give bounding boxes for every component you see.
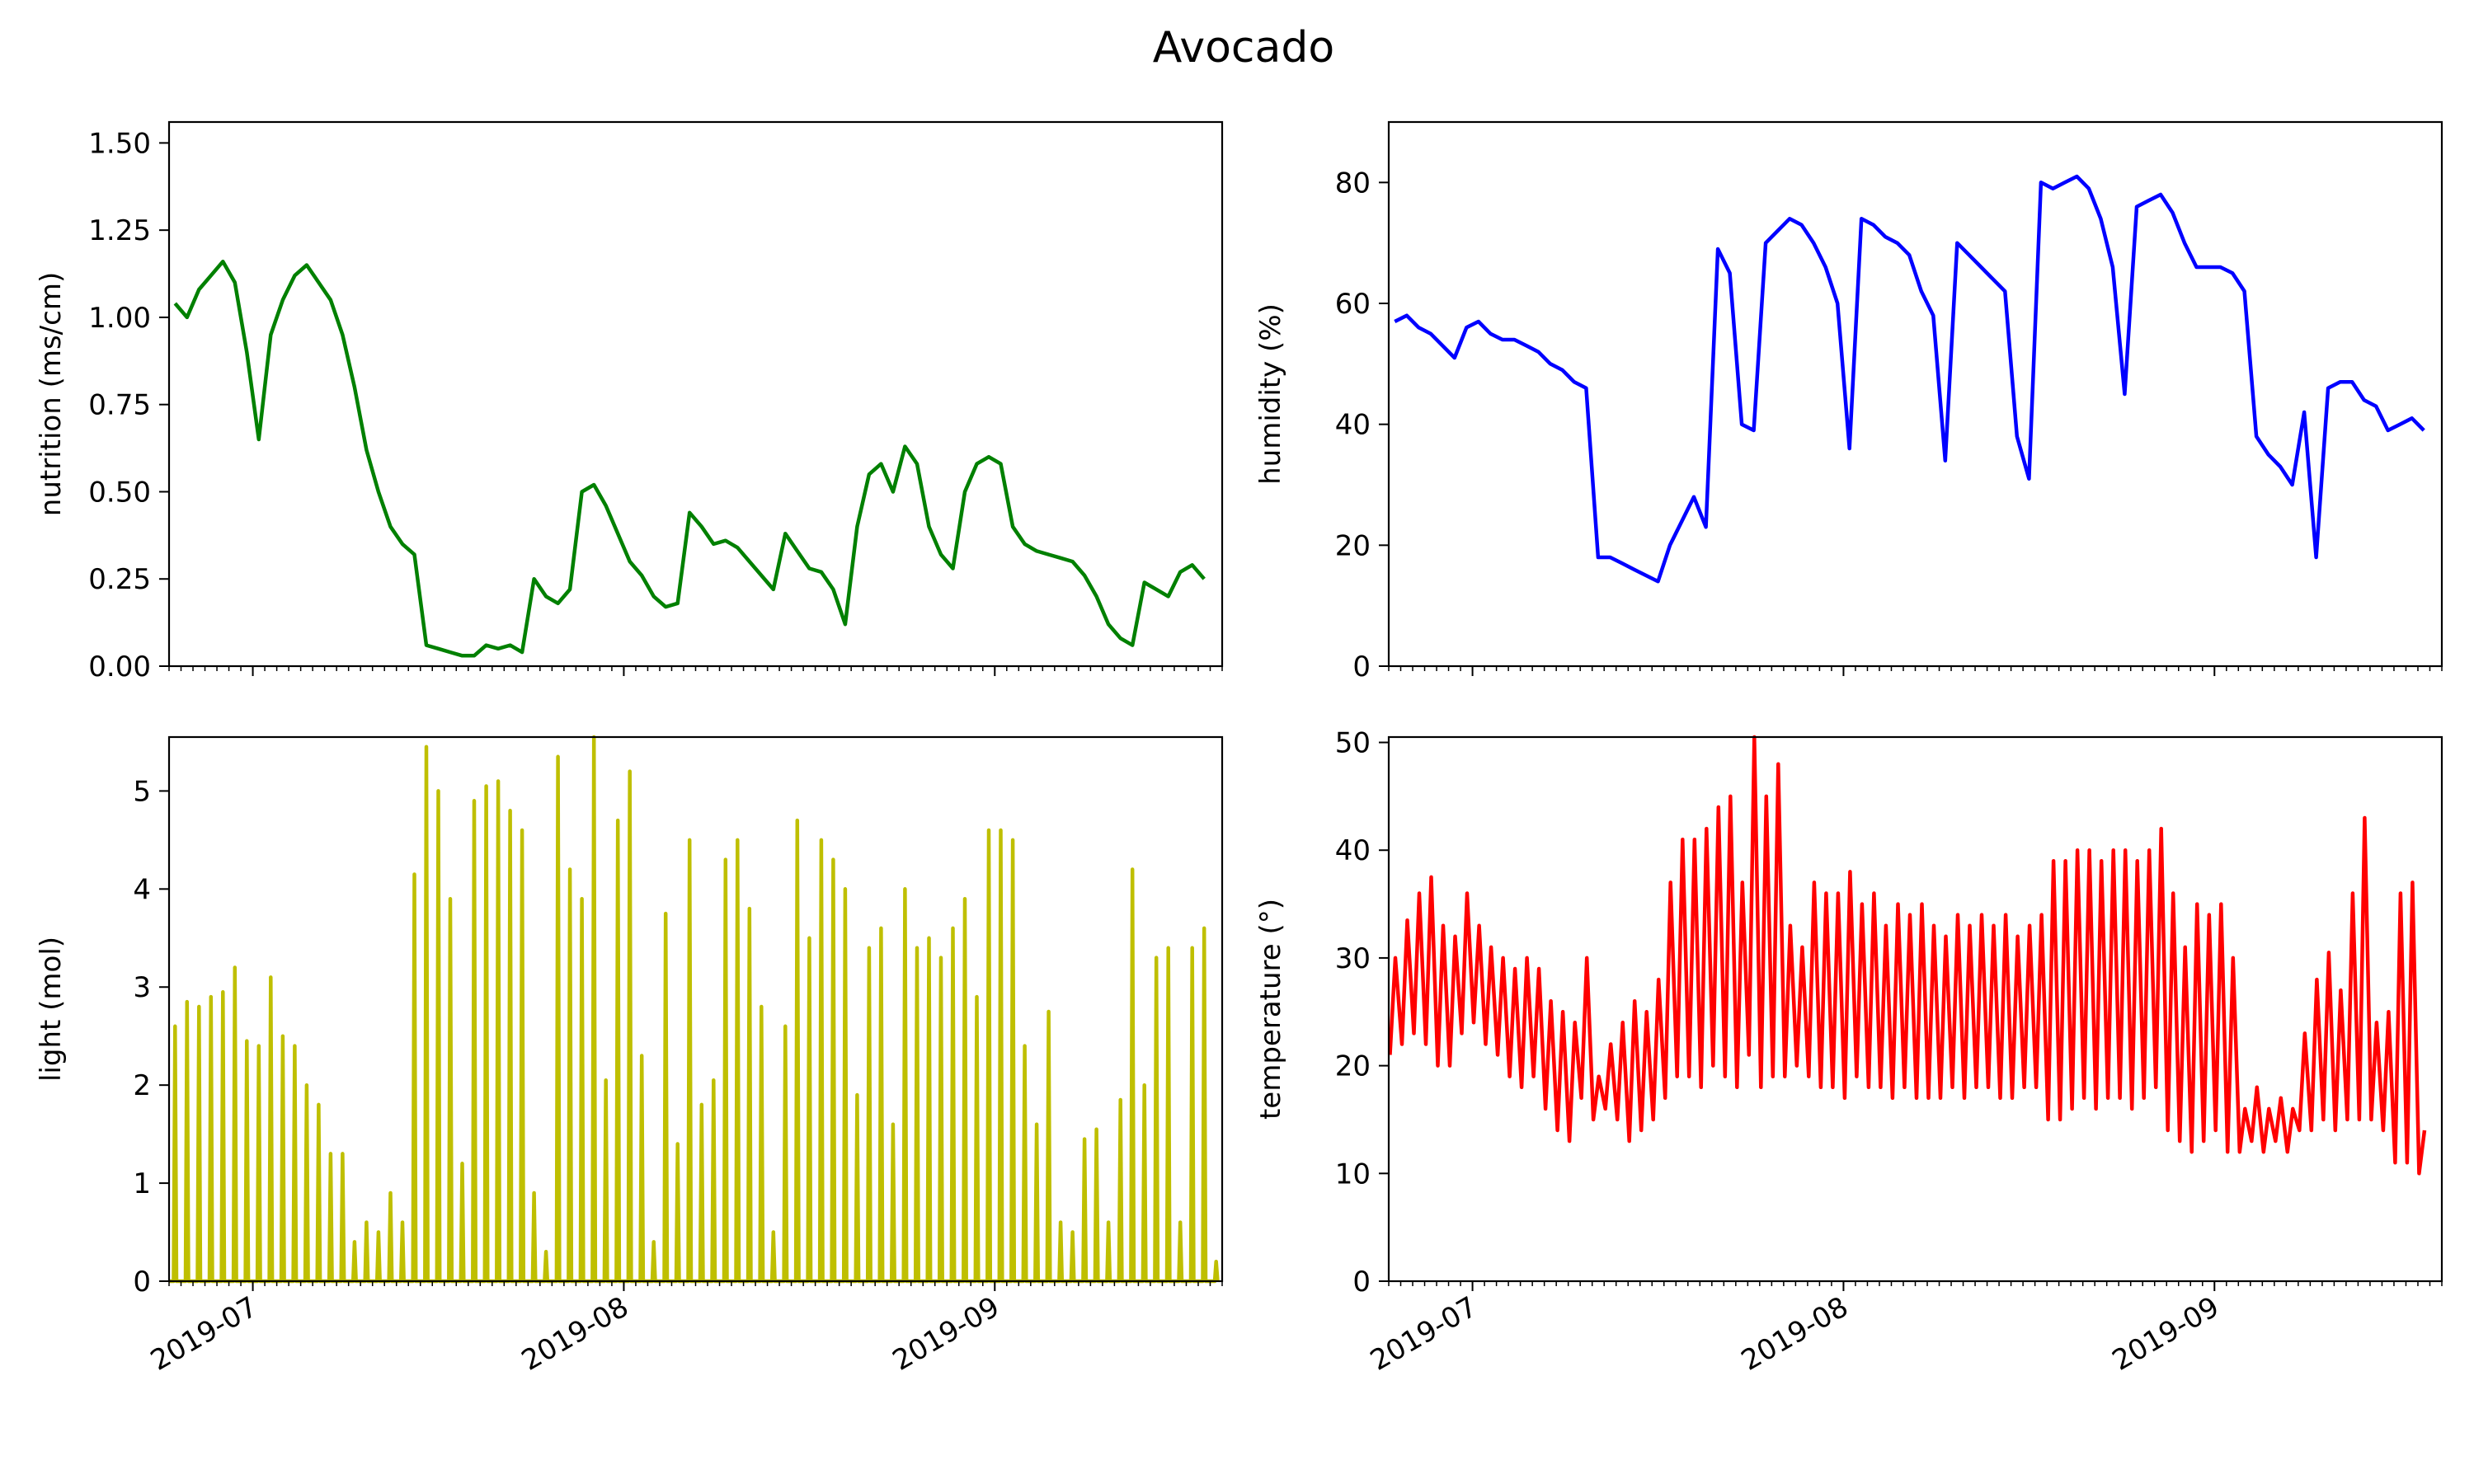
temperature-ytick-label: 50 xyxy=(1335,727,1371,760)
temperature-panel: 0 10 20 30 40 50 temperature (°) 2019-07 2019-08… xyxy=(1254,727,2443,1378)
light-ytick-label: 5 xyxy=(133,775,151,808)
humidity-series-line xyxy=(1394,174,2425,584)
temperature-ytick-label: 10 xyxy=(1335,1158,1371,1190)
temperature-ytick-label: 0 xyxy=(1352,1266,1371,1298)
nutrition-ytick-label: 0.25 xyxy=(88,563,151,596)
light-ytick-label: 0 xyxy=(133,1266,151,1298)
nutrition-series-line xyxy=(173,259,1206,658)
light-ytick-label: 2 xyxy=(133,1069,151,1102)
subplots: 0.00 0.25 0.50 0.75 1.00 1.25 1.50 nutrition (m… xyxy=(35,120,2443,1378)
nutrition-ytick-label: 0.50 xyxy=(88,476,151,509)
nutrition-ytick-label: 0.00 xyxy=(88,650,151,683)
temperature-ytick-label: 20 xyxy=(1335,1050,1371,1083)
xtick-label: 2019-09 xyxy=(887,1290,1005,1378)
humidity-ytick-label: 60 xyxy=(1335,288,1371,321)
figure-title: Avocado xyxy=(1153,23,1334,73)
temperature-series-line xyxy=(1388,735,2427,1176)
xtick-label: 2019-09 xyxy=(2107,1290,2225,1378)
xtick-label: 2019-07 xyxy=(1365,1290,1483,1378)
xtick-label: 2019-08 xyxy=(516,1290,634,1378)
nutrition-ytick-label: 1.25 xyxy=(88,214,151,247)
nutrition-axes-frame xyxy=(167,120,1224,668)
nutrition-ytick-label: 0.75 xyxy=(88,389,151,422)
nutrition-ytick-label: 1.00 xyxy=(88,302,151,335)
light-ylabel: light (mol) xyxy=(35,937,68,1082)
temperature-ylabel: temperature (°) xyxy=(1254,899,1287,1120)
humidity-ytick-label: 80 xyxy=(1335,167,1371,200)
light-ytick-label: 4 xyxy=(133,873,151,906)
light-panel: 0 1 2 3 4 5 light (mol) 2019-07 2019-08 2019-09 xyxy=(35,735,1224,1378)
nutrition-ytick-label: 1.50 xyxy=(88,127,151,160)
humidity-panel: 0 20 40 60 80 humidity (%) xyxy=(1254,120,2443,683)
xtick-label: 2019-08 xyxy=(1736,1290,1854,1378)
humidity-ytick-label: 40 xyxy=(1335,409,1371,442)
nutrition-ylabel: nutrition (ms/cm) xyxy=(35,272,68,516)
temperature-ytick-label: 30 xyxy=(1335,942,1371,975)
humidity-axes-frame xyxy=(1387,120,2443,668)
xtick-label: 2019-07 xyxy=(145,1290,263,1378)
nutrition-panel: 0.00 0.25 0.50 0.75 1.00 1.25 1.50 nutrition (m… xyxy=(35,120,1224,683)
light-ytick-label: 1 xyxy=(133,1167,151,1200)
humidity-ylabel: humidity (%) xyxy=(1254,303,1287,485)
light-ytick-label: 3 xyxy=(133,971,151,1004)
light-series-line xyxy=(169,735,1220,1284)
light-axes-frame xyxy=(167,735,1224,1283)
temperature-axes-frame xyxy=(1387,735,2443,1283)
temperature-ytick-label: 40 xyxy=(1335,834,1371,867)
humidity-ytick-label: 0 xyxy=(1352,650,1371,683)
humidity-ytick-label: 20 xyxy=(1335,529,1371,562)
